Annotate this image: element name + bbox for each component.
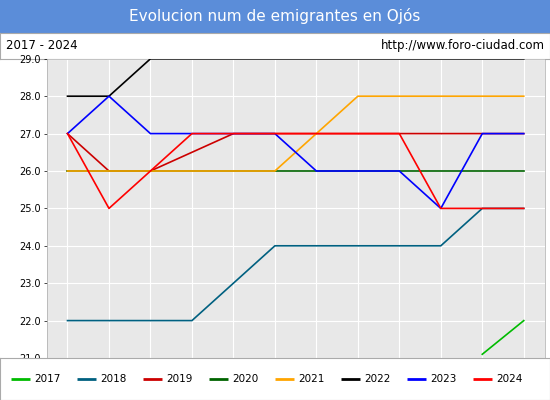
Text: 2021: 2021	[298, 374, 324, 384]
Text: 2023: 2023	[430, 374, 456, 384]
Text: Evolucion num de emigrantes en Ojós: Evolucion num de emigrantes en Ojós	[129, 8, 421, 24]
Text: 2018: 2018	[100, 374, 126, 384]
Text: http://www.foro-ciudad.com: http://www.foro-ciudad.com	[381, 39, 544, 52]
Text: 2017 - 2024: 2017 - 2024	[6, 39, 77, 52]
Text: 2024: 2024	[496, 374, 522, 384]
Text: 2019: 2019	[166, 374, 192, 384]
Text: 2020: 2020	[232, 374, 258, 384]
Text: 2022: 2022	[364, 374, 390, 384]
Text: 2017: 2017	[34, 374, 60, 384]
